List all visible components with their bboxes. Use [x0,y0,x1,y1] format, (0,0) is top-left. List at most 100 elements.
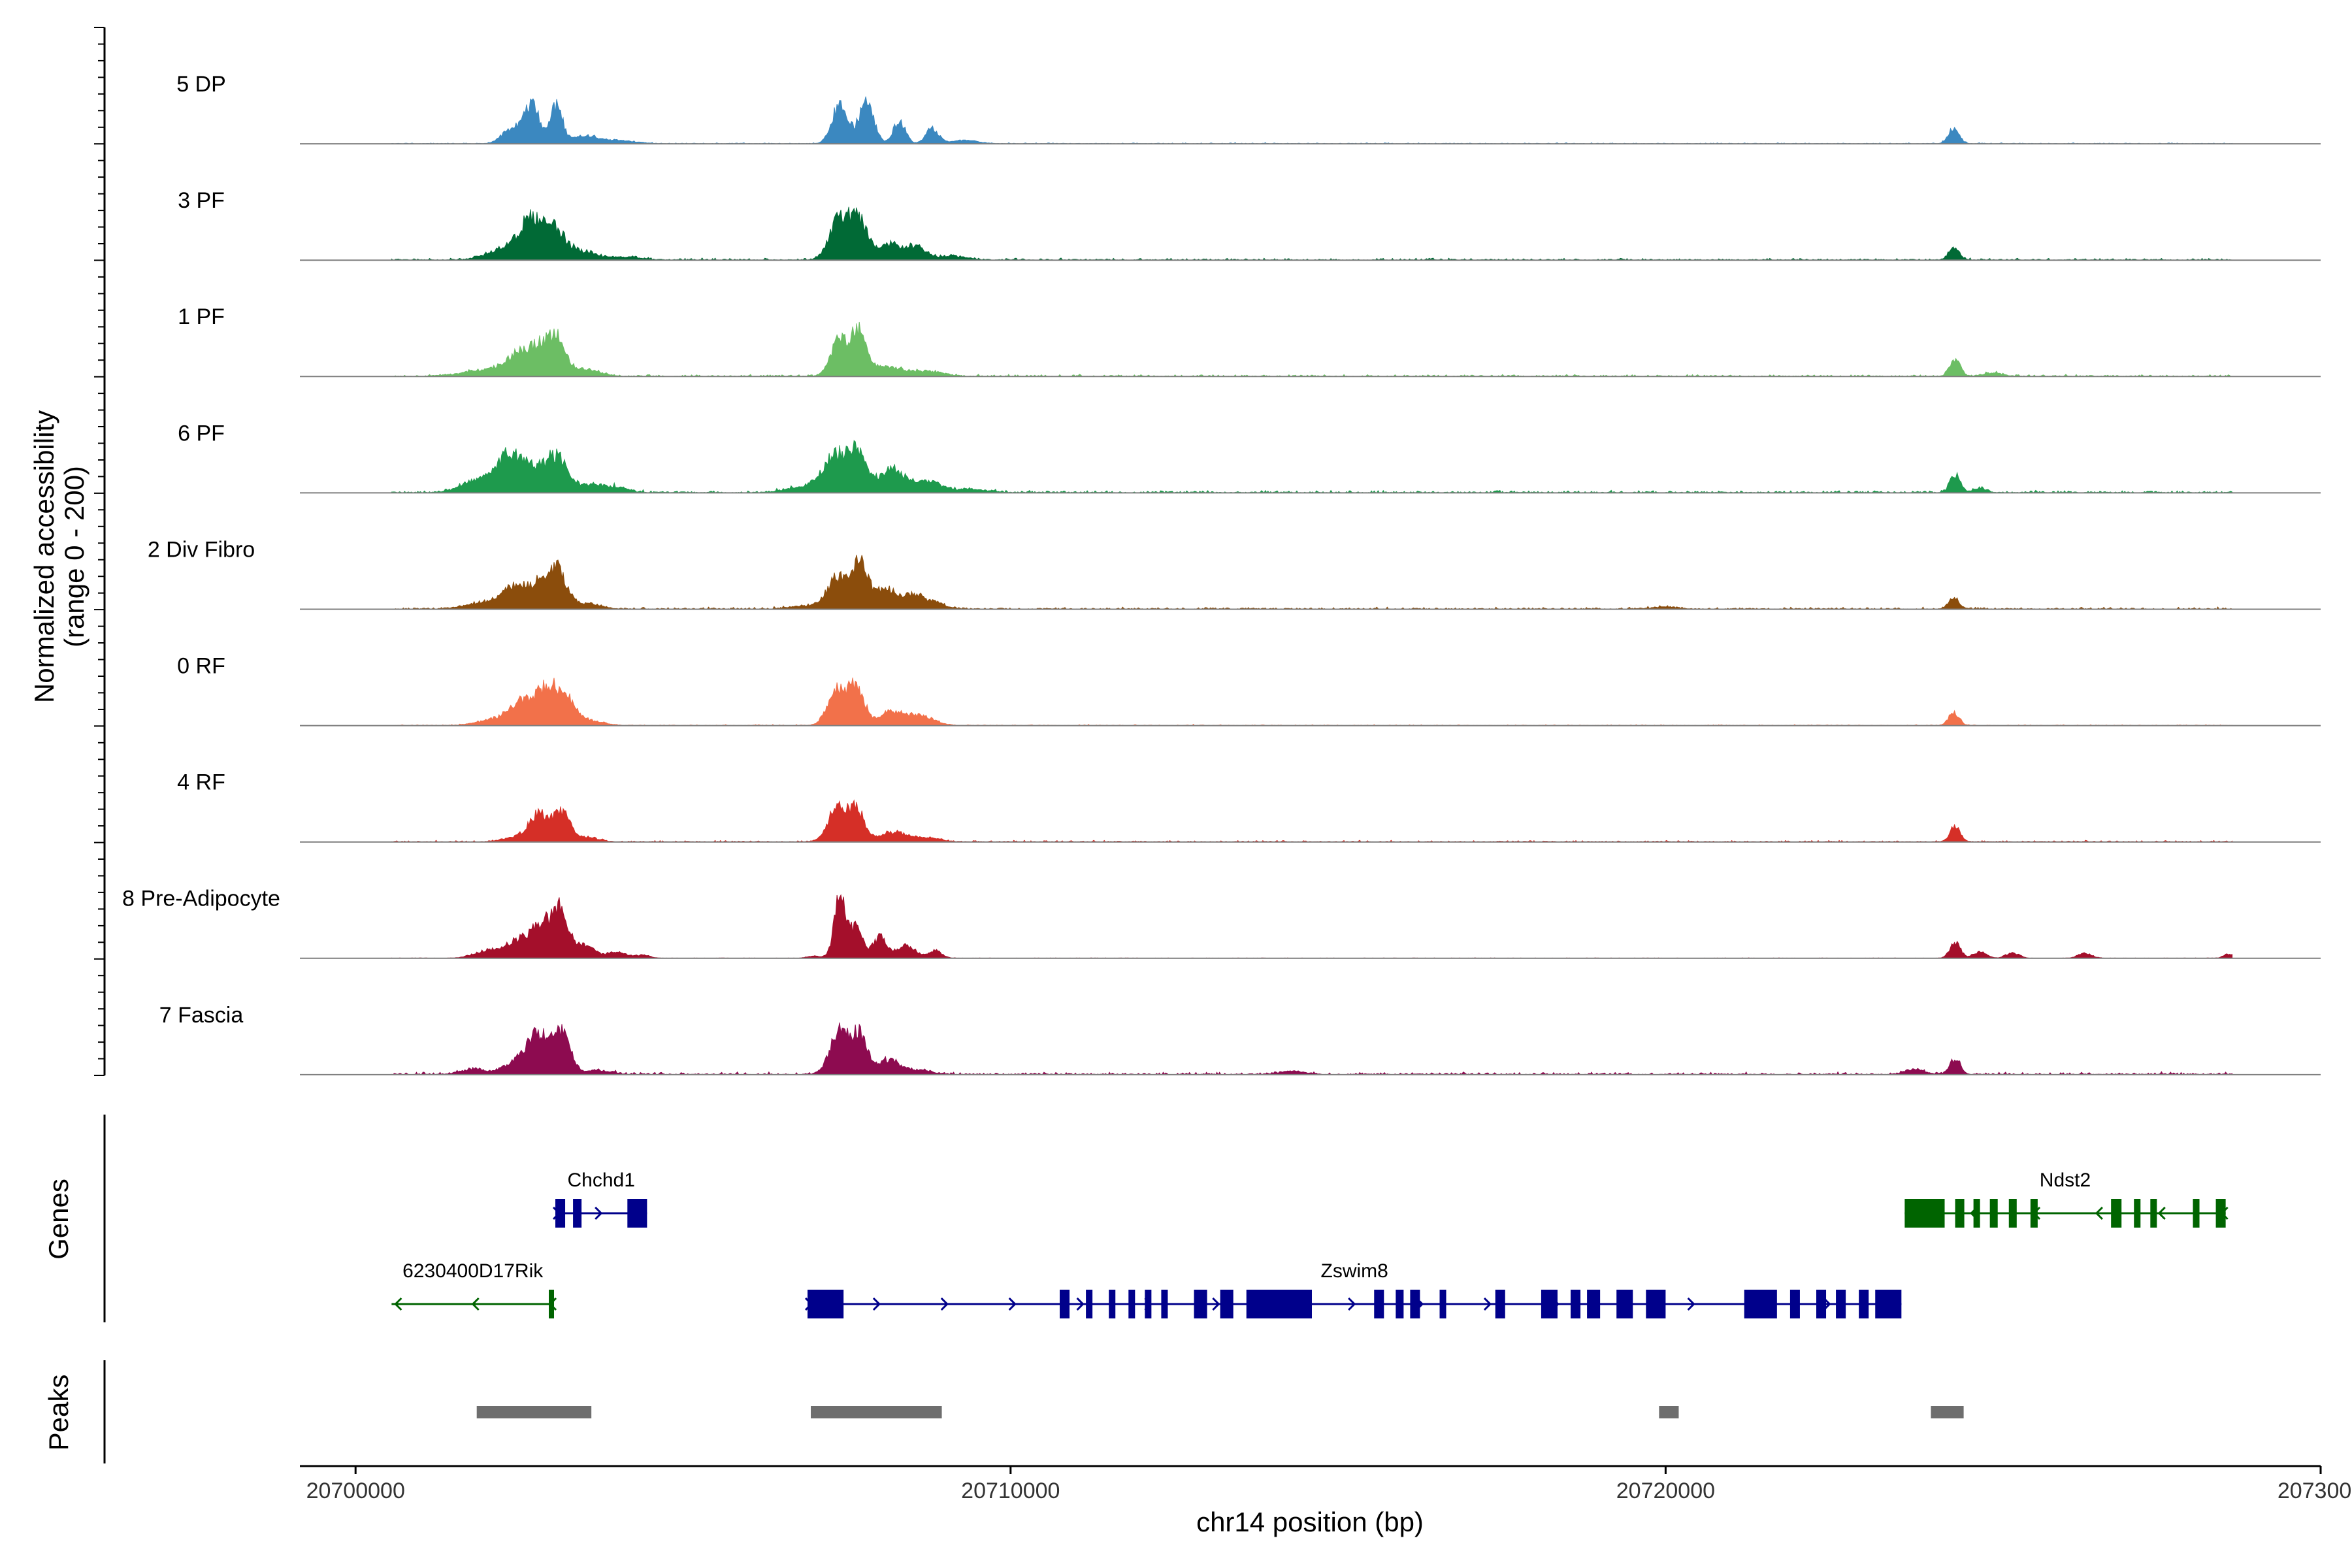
gene-label: Ndst2 [2040,1169,2091,1191]
gene-annotation-track: Chchd1 Ndst2 6230400D17Rik Zswim8 [391,1169,2229,1318]
track-label: 4 RF [177,770,225,795]
gene-zswim8: Zswim8 [804,1260,1902,1318]
exon [1744,1290,1777,1318]
exon [627,1199,647,1228]
exon [548,1290,555,1318]
track-label: 5 DP [176,72,226,97]
coverage-area [391,678,2233,727]
coverage-area [391,96,2233,144]
exon [2111,1199,2122,1228]
exon [1374,1290,1384,1318]
track-8: 8 Pre-Adipocyte [122,887,2321,959]
coverage-area [391,799,2233,843]
strand-arrow [1687,1297,1695,1311]
track-3: 1 PF [178,304,2321,378]
peak-region [1659,1406,1679,1418]
track-label: 3 PF [178,188,225,213]
exon [2215,1199,2226,1228]
exon [555,1199,566,1228]
track-7: 4 RF [177,770,2321,843]
exon [1495,1290,1505,1318]
exon [1396,1290,1404,1318]
strand-arrow [595,1206,603,1220]
track-5: 2 Div Fibro [148,537,2321,610]
coverage-area [391,555,2233,610]
exon [1439,1290,1446,1318]
track-label: 8 Pre-Adipocyte [122,887,280,911]
exon [1220,1290,1233,1318]
y-axis-title: Normalized accessibility [29,410,59,703]
exon [808,1290,844,1318]
coverage-tracks: 5 DP 3 PF 1 PF 6 PF 2 Div Fibro 0 RF 4 RF 8 Pre… [122,72,2321,1075]
exon [1789,1290,1800,1318]
track-label: 2 Div Fibro [148,537,255,562]
strand-arrow [471,1297,480,1311]
track-6: 0 RF [177,654,2321,727]
strand-arrow [872,1297,881,1311]
strand-arrow [394,1297,402,1311]
exon [1060,1290,1070,1318]
exon [1973,1199,1980,1228]
coverage-area [391,1022,2233,1075]
exon [1836,1290,1846,1318]
exon [2030,1199,2038,1228]
exon [2150,1199,2157,1228]
exon [1541,1290,1558,1318]
gene-ndst2: Ndst2 [1904,1169,2229,1228]
exon [1587,1290,1601,1318]
exon [1246,1290,1313,1318]
exon [1161,1290,1168,1318]
x-axis-title: chr14 position (bp) [1196,1507,1424,1537]
exon [1616,1290,1633,1318]
x-tick-label: 2073000 [2278,1478,2352,1503]
coverage-area [391,321,2233,378]
strand-arrow [1483,1297,1492,1311]
track-2: 3 PF [178,188,2321,261]
x-axis-ticks: 20700000 20710000 20720000 2073000 [306,1466,2352,1503]
gene-label: Zswim8 [1321,1260,1388,1282]
track-1: 5 DP [176,72,2321,145]
peaks-panel-label: Peaks [43,1375,74,1451]
peak-region [811,1406,942,1418]
exon [1410,1290,1420,1318]
strand-arrow [2095,1206,2103,1220]
x-tick-label: 20720000 [1616,1478,1715,1503]
peak-regions-track [476,1406,1964,1418]
exon [573,1199,582,1228]
gene-label: 6230400D17Rik [402,1260,544,1282]
strand-arrow [1348,1297,1356,1311]
gene-6230400d17rik: 6230400D17Rik [391,1260,557,1318]
exon [1859,1290,1869,1318]
exon [2193,1199,2200,1228]
genes-panel-label: Genes [43,1179,74,1260]
x-tick-label: 20710000 [961,1478,1060,1503]
exon [1086,1290,1093,1318]
exon [1571,1290,1581,1318]
peak-region [476,1406,592,1418]
exon [1109,1290,1116,1318]
strand-arrow [1076,1297,1085,1311]
strand-arrow [1008,1297,1017,1311]
exon [1989,1199,1998,1228]
strand-arrow [1212,1297,1220,1311]
exon [1875,1290,1902,1318]
y-axis-range-label: (range 0 - 200) [59,466,90,647]
exon [1128,1290,1135,1318]
exon [1816,1290,1827,1318]
gene-chchd1: Chchd1 [552,1169,647,1228]
exon [1955,1199,1965,1228]
exon [1904,1199,1945,1228]
exon [1194,1290,1207,1318]
exon [1646,1290,1666,1318]
coverage-area [391,206,2233,261]
coverage-area [391,894,2233,959]
track-label: 6 PF [178,421,225,446]
track-9: 7 Fascia [159,1003,2321,1075]
track-label: 7 Fascia [159,1003,244,1028]
exon [1145,1290,1152,1318]
y-axis-ticks [94,27,105,1076]
exon [2134,1199,2141,1228]
exon [2008,1199,2017,1228]
strand-arrow [2157,1206,2166,1220]
